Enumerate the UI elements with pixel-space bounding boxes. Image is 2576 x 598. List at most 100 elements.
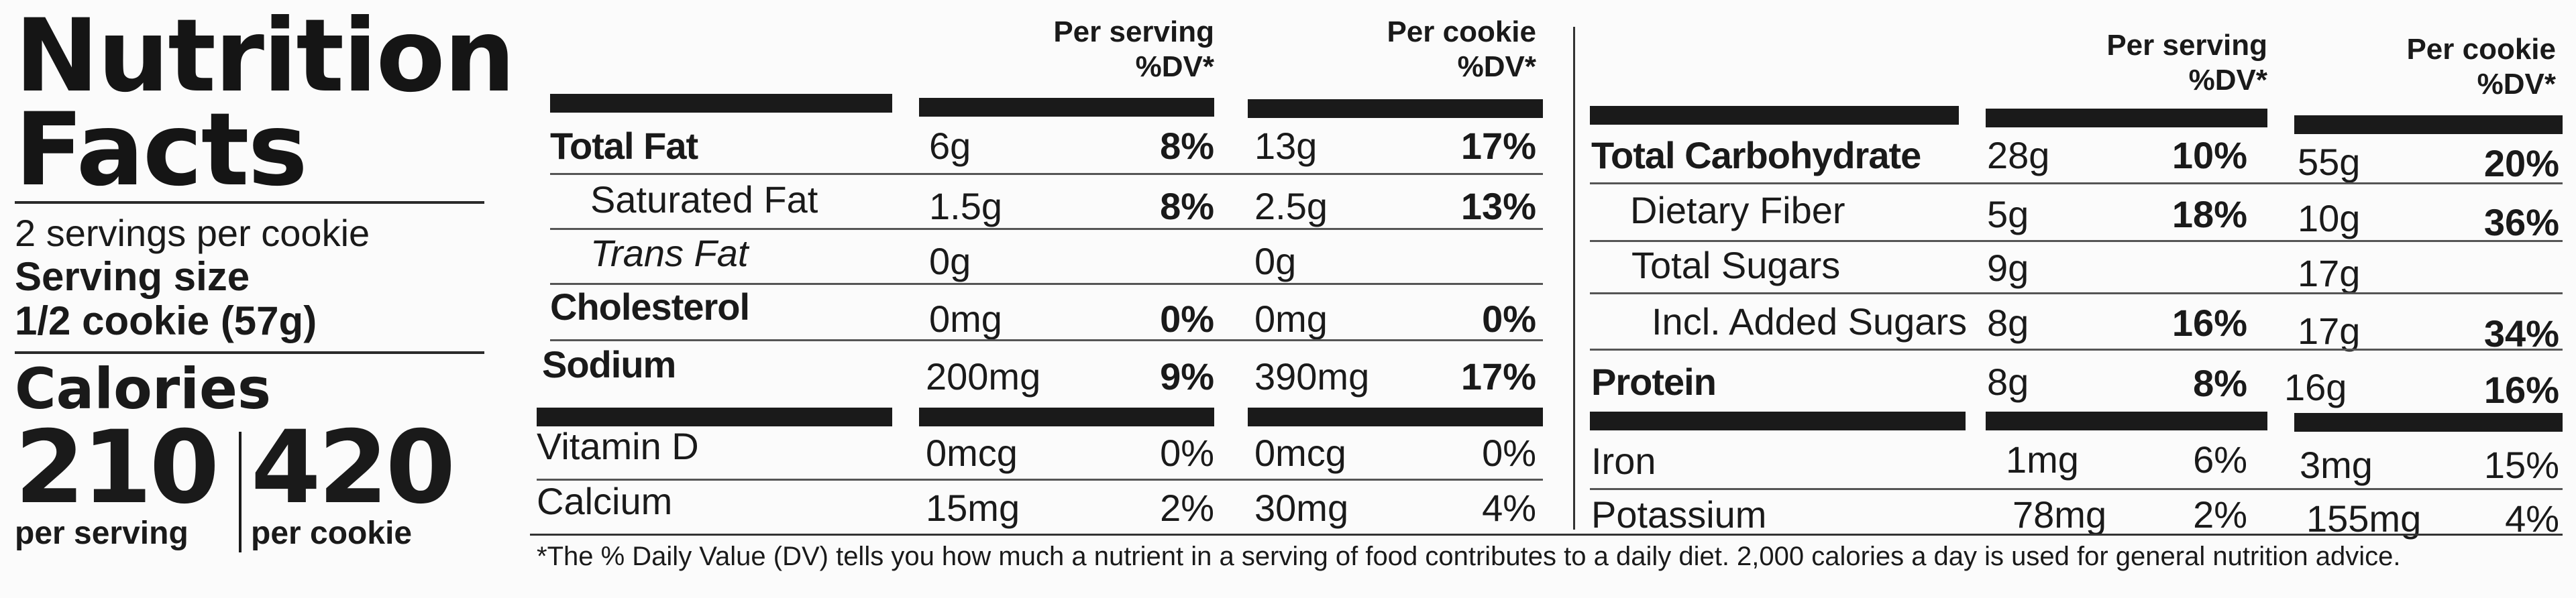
nutrient-name: Total Sugars [1631, 244, 1841, 286]
row-rule [550, 228, 1543, 230]
thick-bar [1590, 412, 1966, 430]
row-rule [1590, 240, 2563, 242]
cookie-amount: 155mg [2306, 497, 2422, 540]
serving-size-label: Serving size [15, 254, 250, 299]
serving-dv: 0% [1160, 432, 1214, 474]
serving-dv: 16% [2171, 302, 2247, 344]
thick-bar [1986, 412, 2267, 430]
serving-amount: 0mg [929, 298, 1002, 340]
header-per-cookie-right: Per cookie %DV* [2406, 33, 2556, 101]
serving-amount: 15mg [926, 487, 1020, 529]
cookie-amount: 16g [2284, 366, 2347, 408]
cookie-amount: 0mcg [1254, 432, 1346, 474]
servings-per-container: 2 servings per cookie [15, 212, 370, 254]
calories-per-serving: 210 [15, 410, 219, 526]
serving-dv: 18% [2171, 193, 2247, 235]
footnote-rule [530, 534, 2563, 536]
cookie-amount: 17g [2298, 252, 2361, 294]
nutrient-name: Calcium [537, 480, 673, 522]
thick-bar [2294, 115, 2563, 134]
per-serving-label: per serving [15, 516, 189, 551]
nutrient-name: Trans Fat [590, 232, 749, 274]
cookie-dv: 34% [2483, 312, 2559, 355]
footnote: *The % Daily Value (DV) tells you how mu… [537, 542, 2401, 571]
cookie-dv: 0% [1482, 432, 1536, 474]
cookie-amount: 13g [1254, 125, 1318, 167]
divider [15, 201, 484, 204]
cookie-dv: 36% [2483, 201, 2559, 243]
cookie-dv: 4% [2505, 497, 2559, 540]
serving-dv: 0% [1160, 298, 1214, 340]
per-cookie-label: per cookie [251, 516, 413, 551]
serving-amount: 6g [929, 125, 971, 167]
row-rule [550, 283, 1543, 285]
nutrient-name: Total Fat [550, 125, 698, 167]
cookie-amount: 390mg [1254, 355, 1370, 398]
serving-amount: 5g [1987, 193, 2029, 235]
calories-per-cookie: 420 [251, 410, 455, 526]
cookie-amount: 0mg [1254, 298, 1328, 340]
title-line2: Facts [15, 92, 308, 208]
serving-amount: 8g [1987, 302, 2029, 344]
cookie-amount: 55g [2298, 141, 2361, 183]
cookie-amount: 30mg [1254, 487, 1349, 529]
nutrient-name: Vitamin D [537, 425, 699, 467]
cookie-amount: 2.5g [1254, 185, 1328, 227]
thick-bar [537, 408, 892, 426]
serving-amount: 1.5g [929, 185, 1002, 227]
thick-bar [1248, 99, 1543, 118]
calories-label: Calories [15, 356, 272, 422]
row-rule [1590, 349, 2563, 351]
nutrient-name: Incl. Added Sugars [1652, 300, 1968, 343]
thick-bar [919, 98, 1214, 117]
serving-dv: 8% [1160, 125, 1214, 167]
label-header: Nutrition Facts 2 servings per cookie Se… [15, 6, 515, 552]
nutrient-name: Dietary Fiber [1630, 189, 1845, 231]
cookie-dv: 0% [1482, 298, 1536, 340]
divider [15, 351, 484, 354]
nutrient-name: Sodium [542, 343, 676, 385]
cookie-dv: 15% [2483, 444, 2559, 486]
serving-size-value: 1/2 cookie (57g) [15, 298, 317, 343]
serving-dv: 2% [2193, 493, 2247, 536]
cookie-dv: 17% [1460, 125, 1536, 167]
cookie-dv: 16% [2483, 369, 2559, 411]
cookie-dv: 4% [1482, 487, 1536, 529]
nutrient-name: Iron [1591, 440, 1656, 482]
row-rule [1590, 292, 2563, 294]
cookie-amount: 17g [2298, 310, 2361, 352]
serving-amount: 28g [1987, 134, 2050, 176]
nutrient-name: Protein [1591, 361, 1717, 403]
serving-amount: 0g [929, 240, 971, 282]
column-divider [1573, 27, 1575, 530]
cookie-dv: 13% [1460, 185, 1536, 227]
nutrient-name: Total Carbohydrate [1591, 134, 1921, 176]
calories-row: 210 per serving 420 per cookie [15, 410, 484, 552]
thick-bar [1590, 106, 1959, 125]
serving-amount: 8g [1987, 361, 2029, 403]
row-rule [537, 479, 1543, 481]
thick-bar [919, 408, 1214, 426]
serving-dv: 6% [2193, 438, 2247, 481]
serving-amount: 9g [1987, 247, 2029, 289]
row-rule [550, 173, 1543, 175]
thick-bar [1986, 109, 2267, 127]
thick-bar [2294, 413, 2563, 432]
cookie-dv: 17% [1460, 355, 1536, 398]
cookie-amount: 3mg [2300, 444, 2373, 486]
header-per-serving-left: Per serving %DV* [1053, 15, 1214, 83]
cookie-amount: 10g [2298, 197, 2361, 239]
serving-dv: 10% [2171, 134, 2247, 176]
nutrient-name: Saturated Fat [590, 178, 818, 221]
serving-amount: 78mg [2012, 493, 2107, 536]
header-per-cookie-left: Per cookie %DV* [1387, 15, 1536, 83]
serving-dv: 8% [1160, 185, 1214, 227]
nutrient-name: Cholesterol [550, 286, 750, 328]
serving-amount: 0mcg [926, 432, 1018, 474]
row-rule [550, 339, 1543, 341]
cookie-amount: 0g [1254, 240, 1297, 282]
calories-divider [239, 432, 241, 552]
nutrient-name: Potassium [1591, 493, 1767, 536]
serving-dv: 8% [2193, 362, 2247, 404]
